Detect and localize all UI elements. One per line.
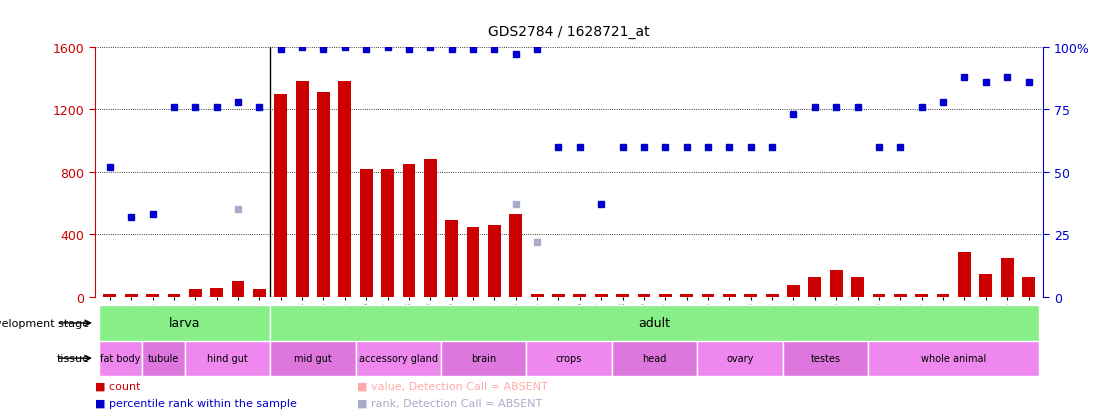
Bar bbox=[936, 294, 950, 297]
Bar bbox=[787, 285, 800, 297]
Text: ■ value, Detection Call = ABSENT: ■ value, Detection Call = ABSENT bbox=[357, 381, 548, 391]
Bar bbox=[146, 294, 158, 297]
Bar bbox=[232, 282, 244, 297]
Bar bbox=[356, 341, 441, 376]
Text: development stage: development stage bbox=[0, 318, 89, 328]
Bar bbox=[253, 290, 266, 297]
Text: GDS2784 / 1628721_at: GDS2784 / 1628721_at bbox=[489, 25, 650, 39]
Text: larva: larva bbox=[169, 317, 201, 330]
Bar bbox=[873, 294, 885, 297]
Text: adult: adult bbox=[638, 317, 671, 330]
Bar bbox=[275, 94, 287, 297]
Bar bbox=[723, 294, 735, 297]
Bar bbox=[403, 165, 415, 297]
Bar bbox=[167, 294, 181, 297]
Bar bbox=[766, 294, 779, 297]
Bar bbox=[574, 294, 586, 297]
Text: accessory gland: accessory gland bbox=[358, 353, 437, 363]
Bar bbox=[445, 221, 458, 297]
Bar bbox=[616, 294, 629, 297]
Bar bbox=[868, 341, 1039, 376]
Text: brain: brain bbox=[471, 353, 497, 363]
Bar bbox=[424, 160, 436, 297]
Bar bbox=[531, 294, 543, 297]
Bar bbox=[125, 294, 137, 297]
Bar bbox=[830, 271, 843, 297]
Bar bbox=[317, 93, 330, 297]
Bar bbox=[441, 341, 527, 376]
Bar bbox=[808, 277, 821, 297]
Bar bbox=[99, 341, 142, 376]
Text: tissue: tissue bbox=[56, 353, 89, 363]
Text: head: head bbox=[643, 353, 666, 363]
Bar bbox=[104, 294, 116, 297]
Bar bbox=[270, 306, 1039, 341]
Text: whole animal: whole animal bbox=[921, 353, 987, 363]
Bar bbox=[744, 294, 757, 297]
Bar bbox=[702, 294, 714, 297]
Text: fat body: fat body bbox=[100, 353, 141, 363]
Text: ■ count: ■ count bbox=[95, 381, 141, 391]
Bar bbox=[99, 306, 270, 341]
Bar bbox=[681, 294, 693, 297]
Text: ■ rank, Detection Call = ABSENT: ■ rank, Detection Call = ABSENT bbox=[357, 398, 542, 408]
Bar bbox=[894, 294, 906, 297]
Bar bbox=[1001, 258, 1013, 297]
Bar bbox=[658, 294, 672, 297]
Bar bbox=[612, 341, 698, 376]
Bar bbox=[958, 252, 971, 297]
Bar bbox=[637, 294, 651, 297]
Text: crops: crops bbox=[556, 353, 583, 363]
Text: testes: testes bbox=[810, 353, 840, 363]
Bar bbox=[698, 341, 782, 376]
Text: hind gut: hind gut bbox=[206, 353, 248, 363]
Bar bbox=[210, 288, 223, 297]
Bar bbox=[552, 294, 565, 297]
Bar bbox=[852, 277, 864, 297]
Bar bbox=[296, 82, 308, 297]
Bar bbox=[980, 274, 992, 297]
Text: mid gut: mid gut bbox=[294, 353, 331, 363]
Text: ■ percentile rank within the sample: ■ percentile rank within the sample bbox=[95, 398, 297, 408]
Bar bbox=[595, 294, 607, 297]
Bar bbox=[915, 294, 929, 297]
Text: tubule: tubule bbox=[147, 353, 179, 363]
Bar bbox=[466, 227, 480, 297]
Bar bbox=[488, 225, 501, 297]
Bar bbox=[1022, 277, 1035, 297]
Bar bbox=[270, 341, 356, 376]
Bar bbox=[527, 341, 612, 376]
Bar bbox=[189, 290, 202, 297]
Text: ovary: ovary bbox=[727, 353, 753, 363]
Bar bbox=[184, 341, 270, 376]
Bar bbox=[142, 341, 184, 376]
Bar bbox=[338, 82, 352, 297]
Bar bbox=[509, 215, 522, 297]
Bar bbox=[382, 169, 394, 297]
Bar bbox=[782, 341, 868, 376]
Bar bbox=[359, 169, 373, 297]
